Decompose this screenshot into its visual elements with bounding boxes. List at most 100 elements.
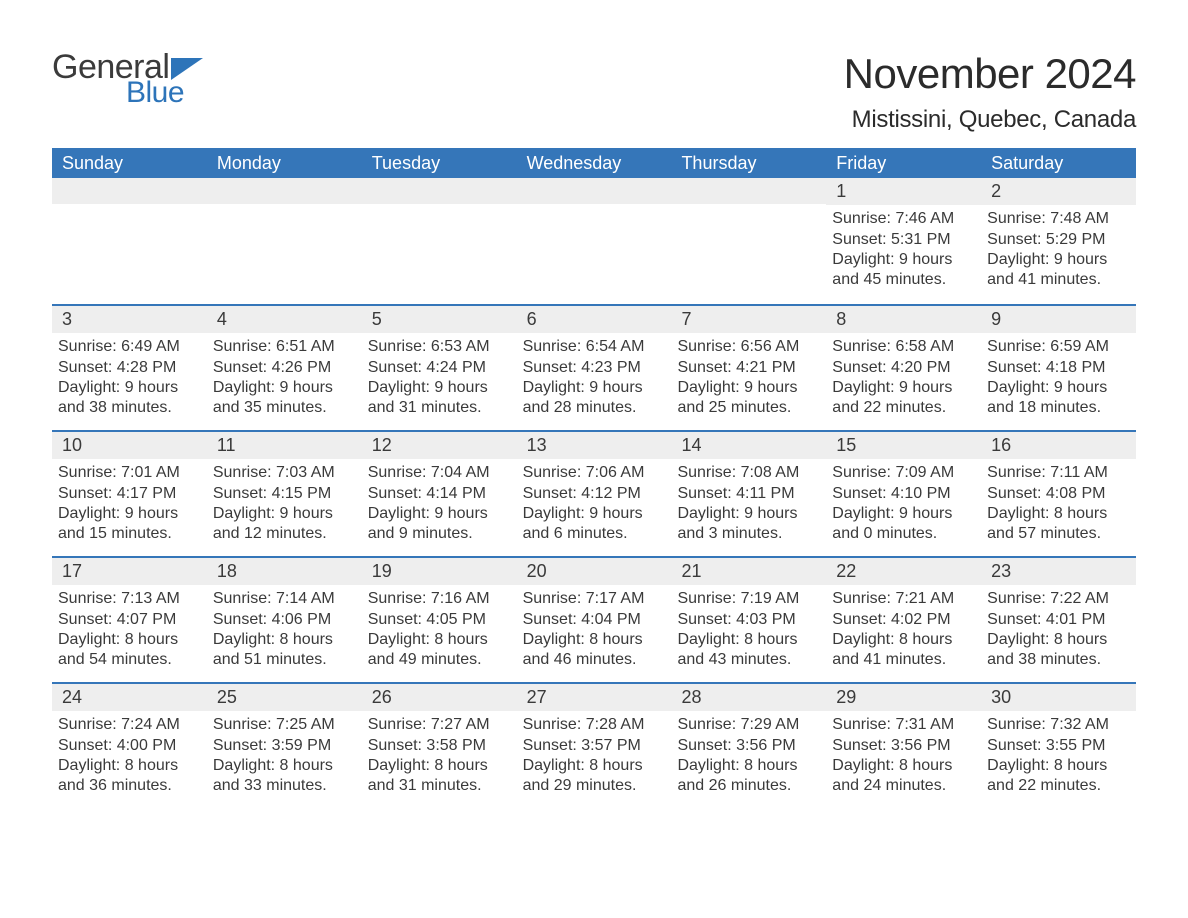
day-cell: 28Sunrise: 7:29 AMSunset: 3:56 PMDayligh… xyxy=(671,684,826,808)
weekday-header: Tuesday xyxy=(362,153,517,174)
sunrise-line: Sunrise: 7:01 AM xyxy=(58,463,201,483)
day-cell: 23Sunrise: 7:22 AMSunset: 4:01 PMDayligh… xyxy=(981,558,1136,682)
day-cell: 10Sunrise: 7:01 AMSunset: 4:17 PMDayligh… xyxy=(52,432,207,556)
day-number xyxy=(207,178,362,204)
sunrise-line: Sunrise: 7:03 AM xyxy=(213,463,356,483)
daylight-line: Daylight: 9 hours and 18 minutes. xyxy=(987,378,1130,419)
sunset-line: Sunset: 4:28 PM xyxy=(58,358,201,378)
sunset-line: Sunset: 4:18 PM xyxy=(987,358,1130,378)
sunset-line: Sunset: 3:56 PM xyxy=(677,736,820,756)
sunrise-line: Sunrise: 6:56 AM xyxy=(677,337,820,357)
daylight-line: Daylight: 9 hours and 9 minutes. xyxy=(368,504,511,545)
daylight-line: Daylight: 8 hours and 46 minutes. xyxy=(523,630,666,671)
day-number: 14 xyxy=(671,432,826,459)
sunset-line: Sunset: 3:56 PM xyxy=(832,736,975,756)
sunrise-line: Sunrise: 7:32 AM xyxy=(987,715,1130,735)
day-number: 27 xyxy=(517,684,672,711)
day-cell: 5 Sunrise: 6:53 AMSunset: 4:24 PMDaylight… xyxy=(362,306,517,430)
daylight-line: Daylight: 8 hours and 49 minutes. xyxy=(368,630,511,671)
day-number: 24 xyxy=(52,684,207,711)
sunrise-line: Sunrise: 7:04 AM xyxy=(368,463,511,483)
weekday-header: Thursday xyxy=(671,153,826,174)
day-cell: 22Sunrise: 7:21 AMSunset: 4:02 PMDayligh… xyxy=(826,558,981,682)
weekday-header: Wednesday xyxy=(517,153,672,174)
logo: General Blue xyxy=(52,50,203,108)
day-number: 13 xyxy=(517,432,672,459)
daylight-line: Daylight: 8 hours and 54 minutes. xyxy=(58,630,201,671)
day-cell xyxy=(671,178,826,304)
day-cell: 2Sunrise: 7:48 AMSunset: 5:29 PMDaylight… xyxy=(981,178,1136,304)
sunrise-line: Sunrise: 7:46 AM xyxy=(832,209,975,229)
day-number: 17 xyxy=(52,558,207,585)
sunrise-line: Sunrise: 7:17 AM xyxy=(523,589,666,609)
day-cell: 18Sunrise: 7:14 AMSunset: 4:06 PMDayligh… xyxy=(207,558,362,682)
sunset-line: Sunset: 4:05 PM xyxy=(368,610,511,630)
day-cell: 11Sunrise: 7:03 AMSunset: 4:15 PMDayligh… xyxy=(207,432,362,556)
daylight-line: Daylight: 8 hours and 36 minutes. xyxy=(58,756,201,797)
day-cell: 21Sunrise: 7:19 AMSunset: 4:03 PMDayligh… xyxy=(671,558,826,682)
week-row: 24Sunrise: 7:24 AMSunset: 4:00 PMDayligh… xyxy=(52,682,1136,808)
weekday-header: Sunday xyxy=(52,153,207,174)
calendar-page: General Blue November 2024 Mistissini, Q… xyxy=(0,0,1188,848)
day-number: 30 xyxy=(981,684,1136,711)
day-cell xyxy=(52,178,207,304)
day-cell: 13Sunrise: 7:06 AMSunset: 4:12 PMDayligh… xyxy=(517,432,672,556)
daylight-line: Daylight: 9 hours and 31 minutes. xyxy=(368,378,511,419)
title-block: November 2024 Mistissini, Quebec, Canada xyxy=(844,50,1136,134)
day-number xyxy=(362,178,517,204)
sunset-line: Sunset: 3:59 PM xyxy=(213,736,356,756)
sunset-line: Sunset: 4:15 PM xyxy=(213,484,356,504)
daylight-line: Daylight: 8 hours and 29 minutes. xyxy=(523,756,666,797)
sunset-line: Sunset: 3:55 PM xyxy=(987,736,1130,756)
daylight-line: Daylight: 8 hours and 22 minutes. xyxy=(987,756,1130,797)
day-cell: 29 Sunrise: 7:31 AMSunset: 3:56 PMDayligh… xyxy=(826,684,981,808)
day-number: 8 xyxy=(826,306,981,333)
day-cell: 3Sunrise: 6:49 AMSunset: 4:28 PMDaylight… xyxy=(52,306,207,430)
day-number: 19 xyxy=(362,558,517,585)
day-number: 21 xyxy=(671,558,826,585)
day-number: 2 xyxy=(981,178,1136,205)
day-number: 29 xyxy=(826,684,981,711)
sunset-line: Sunset: 4:10 PM xyxy=(832,484,975,504)
sunset-line: Sunset: 4:06 PM xyxy=(213,610,356,630)
sunset-line: Sunset: 4:07 PM xyxy=(58,610,201,630)
day-number: 15 xyxy=(826,432,981,459)
sunrise-line: Sunrise: 7:28 AM xyxy=(523,715,666,735)
daylight-line: Daylight: 8 hours and 43 minutes. xyxy=(677,630,820,671)
day-number: 5 xyxy=(362,306,517,333)
sunset-line: Sunset: 4:08 PM xyxy=(987,484,1130,504)
daylight-line: Daylight: 8 hours and 33 minutes. xyxy=(213,756,356,797)
sunset-line: Sunset: 4:11 PM xyxy=(677,484,820,504)
sunrise-line: Sunrise: 6:53 AM xyxy=(368,337,511,357)
sunrise-line: Sunrise: 7:31 AM xyxy=(832,715,975,735)
day-number xyxy=(671,178,826,204)
daylight-line: Daylight: 9 hours and 22 minutes. xyxy=(832,378,975,419)
sunrise-line: Sunrise: 7:13 AM xyxy=(58,589,201,609)
daylight-line: Daylight: 8 hours and 57 minutes. xyxy=(987,504,1130,545)
day-number: 28 xyxy=(671,684,826,711)
week-row: 1Sunrise: 7:46 AMSunset: 5:31 PMDaylight… xyxy=(52,178,1136,304)
day-cell: 7Sunrise: 6:56 AMSunset: 4:21 PMDaylight… xyxy=(671,306,826,430)
day-number xyxy=(52,178,207,204)
day-cell: 24Sunrise: 7:24 AMSunset: 4:00 PMDayligh… xyxy=(52,684,207,808)
day-cell: 20Sunrise: 7:17 AMSunset: 4:04 PMDayligh… xyxy=(517,558,672,682)
day-cell: 25Sunrise: 7:25 AMSunset: 3:59 PMDayligh… xyxy=(207,684,362,808)
logo-text-blue: Blue xyxy=(126,78,203,108)
day-number xyxy=(517,178,672,204)
sunrise-line: Sunrise: 6:54 AM xyxy=(523,337,666,357)
daylight-line: Daylight: 9 hours and 25 minutes. xyxy=(677,378,820,419)
sunrise-line: Sunrise: 6:58 AM xyxy=(832,337,975,357)
day-cell: 12Sunrise: 7:04 AMSunset: 4:14 PMDayligh… xyxy=(362,432,517,556)
day-cell: 4Sunrise: 6:51 AMSunset: 4:26 PMDaylight… xyxy=(207,306,362,430)
sunrise-line: Sunrise: 6:51 AM xyxy=(213,337,356,357)
daylight-line: Daylight: 8 hours and 24 minutes. xyxy=(832,756,975,797)
sunrise-line: Sunrise: 7:09 AM xyxy=(832,463,975,483)
day-cell: 9Sunrise: 6:59 AMSunset: 4:18 PMDaylight… xyxy=(981,306,1136,430)
day-number: 25 xyxy=(207,684,362,711)
sunset-line: Sunset: 4:24 PM xyxy=(368,358,511,378)
sunset-line: Sunset: 4:26 PM xyxy=(213,358,356,378)
sunset-line: Sunset: 4:01 PM xyxy=(987,610,1130,630)
day-number: 9 xyxy=(981,306,1136,333)
day-number: 22 xyxy=(826,558,981,585)
day-number: 3 xyxy=(52,306,207,333)
